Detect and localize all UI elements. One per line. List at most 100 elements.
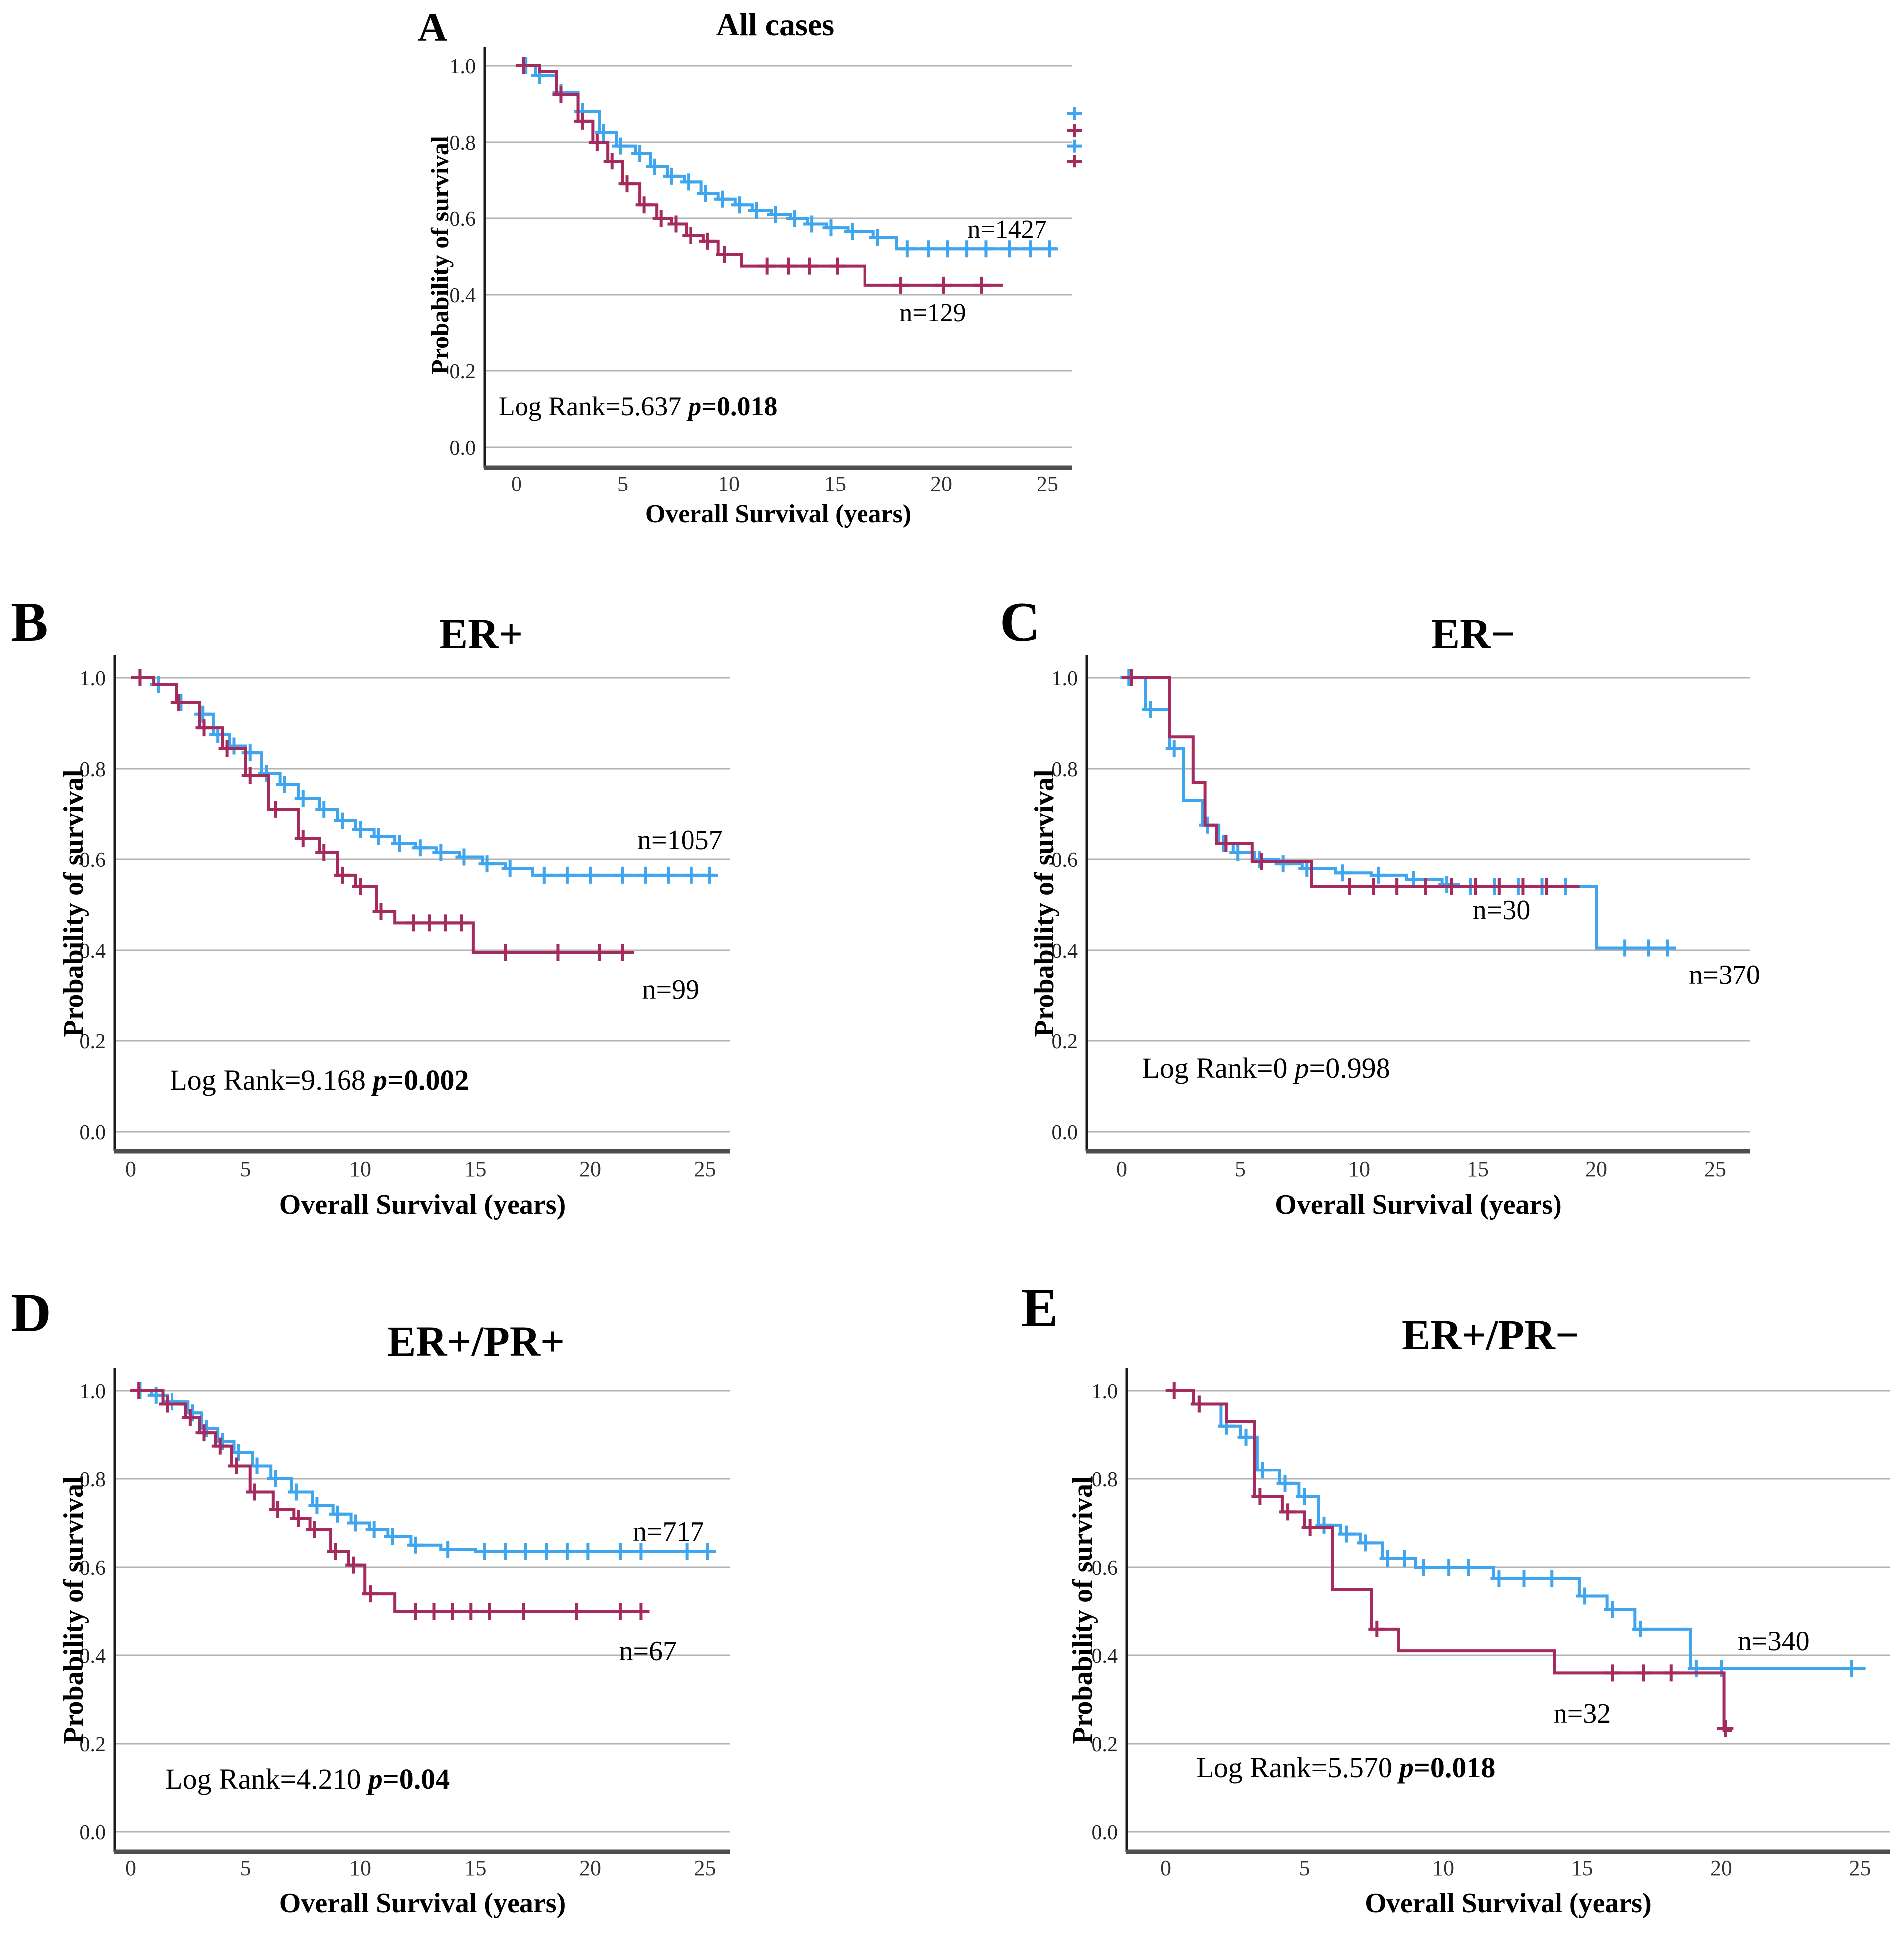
survival-curve-red (1166, 1389, 1732, 1732)
panel-title: ER+ (439, 610, 523, 657)
panel-letter: E (1021, 1277, 1058, 1339)
p-value: =0.018 (1413, 1751, 1496, 1784)
y-tick-label: 0.4 (1092, 1645, 1118, 1668)
n-label-blue-group: n=340 (1738, 1626, 1810, 1657)
survival-curve-red (131, 676, 634, 954)
x-tick-label: 5 (240, 1157, 251, 1181)
x-tick-label: 0 (511, 472, 522, 496)
n-label-red-group: n=30 (1472, 894, 1531, 926)
x-tick-label: 10 (1348, 1157, 1370, 1181)
y-tick-label: 1.0 (80, 1380, 106, 1403)
y-tick-label: 0.6 (80, 1557, 106, 1580)
x-tick-label: 15 (465, 1157, 487, 1181)
panel-letter: A (418, 4, 448, 50)
n-label-red-group: n=129 (899, 299, 966, 327)
y-tick-label: 0.4 (450, 284, 476, 307)
x-tick-label: 10 (349, 1157, 371, 1181)
x-tick-label: 15 (1467, 1157, 1489, 1181)
n-label-blue-group: n=370 (1689, 959, 1760, 990)
n-label-blue-group: n=1427 (967, 215, 1047, 244)
p-symbol: p (372, 1064, 387, 1097)
survival-curve-blue (1122, 676, 1673, 950)
log-rank-annotation: Log Rank=4.210 p=0.04 (165, 1762, 450, 1795)
x-tick-label: 5 (240, 1856, 251, 1880)
x-tick-label: 20 (930, 472, 952, 496)
x-tick-label: 15 (824, 472, 846, 496)
y-tick-label: 0.4 (1052, 940, 1078, 963)
y-tick-label: 0.8 (450, 132, 476, 155)
x-tick-label: 20 (1710, 1856, 1732, 1880)
y-tick-label: 1.0 (80, 667, 106, 690)
p-symbol: p (688, 391, 702, 421)
x-tick-label: 25 (694, 1157, 716, 1181)
x-tick-label: 10 (1432, 1856, 1454, 1880)
y-tick-label: 1.0 (450, 55, 476, 78)
y-axis-title: Probability of survival (58, 769, 89, 1037)
panel-letter: B (11, 591, 48, 653)
log-rank-stat: Log Rank=4.210 (165, 1762, 361, 1795)
p-value: =0.998 (1309, 1051, 1390, 1084)
y-axis-title: Probability of survival (426, 136, 454, 375)
y-tick-label: 0.2 (450, 360, 476, 383)
y-tick-label: 1.0 (1052, 667, 1078, 690)
survival-curve-red (1122, 676, 1580, 888)
panel-title: ER+/PR+ (387, 1317, 565, 1365)
y-axis-title: Probability of survival (1067, 1476, 1098, 1744)
survival-curve-red (517, 64, 1003, 287)
y-tick-label: 0.2 (1092, 1733, 1118, 1756)
y-tick-label: 0.8 (80, 758, 106, 781)
y-tick-label: 0.6 (450, 208, 476, 231)
y-tick-label: 0.0 (1052, 1121, 1078, 1144)
log-rank-stat: Log Rank=9.168 (170, 1064, 366, 1097)
y-tick-label: 0.8 (1052, 758, 1078, 781)
panel-title: ER− (1431, 610, 1516, 657)
log-rank-stat: Log Rank=5.637 (498, 391, 682, 421)
survival-curve-red (131, 1389, 646, 1613)
x-tick-label: 20 (579, 1856, 601, 1880)
y-tick-label: 0.8 (80, 1468, 106, 1491)
x-axis-title: Overall Survival (years) (279, 1888, 566, 1919)
x-tick-label: 20 (1585, 1157, 1607, 1181)
x-tick-label: 0 (1160, 1856, 1171, 1880)
x-tick-label: 20 (579, 1157, 601, 1181)
y-tick-label: 0.6 (1092, 1557, 1118, 1580)
survival-curve-blue (131, 676, 714, 877)
x-tick-label: 15 (1571, 1856, 1593, 1880)
log-rank-annotation: Log Rank=9.168 p=0.002 (170, 1063, 469, 1097)
y-tick-label: 0.0 (80, 1821, 106, 1844)
y-tick-label: 0.4 (80, 940, 106, 963)
log-rank-annotation: Log Rank=5.570 p=0.018 (1196, 1751, 1495, 1784)
x-tick-label: 5 (617, 472, 628, 496)
y-tick-label: 0.2 (80, 1030, 106, 1053)
p-value: =0.002 (387, 1064, 469, 1097)
y-axis-title: Probability of survival (1029, 769, 1060, 1037)
y-tick-label: 1.0 (1092, 1380, 1118, 1403)
y-tick-label: 0.0 (1092, 1821, 1118, 1844)
x-tick-label: 0 (125, 1157, 136, 1181)
x-tick-label: 0 (1116, 1157, 1127, 1181)
y-tick-label: 0.0 (450, 437, 476, 460)
y-tick-label: 0.6 (1052, 849, 1078, 872)
n-label-red-group: n=99 (642, 974, 700, 1005)
p-value: =0.04 (382, 1762, 450, 1795)
n-label-red-group: n=32 (1553, 1698, 1611, 1729)
panel-letter: C (1000, 591, 1040, 653)
x-tick-label: 0 (125, 1856, 136, 1880)
x-tick-label: 25 (694, 1856, 716, 1880)
survival-curve-blue (517, 64, 1056, 251)
log-rank-annotation: Log Rank=5.637 p=0.018 (499, 391, 778, 422)
x-axis-title: Overall Survival (years) (1275, 1189, 1562, 1220)
y-tick-label: 0.0 (80, 1121, 106, 1144)
x-tick-label: 25 (1704, 1157, 1726, 1181)
n-label-blue-group: n=1057 (637, 824, 723, 856)
panel-title: ER+/PR− (1401, 1311, 1580, 1359)
p-symbol: p (1399, 1751, 1414, 1784)
x-tick-label: 10 (718, 472, 740, 496)
x-tick-label: 15 (465, 1856, 487, 1880)
